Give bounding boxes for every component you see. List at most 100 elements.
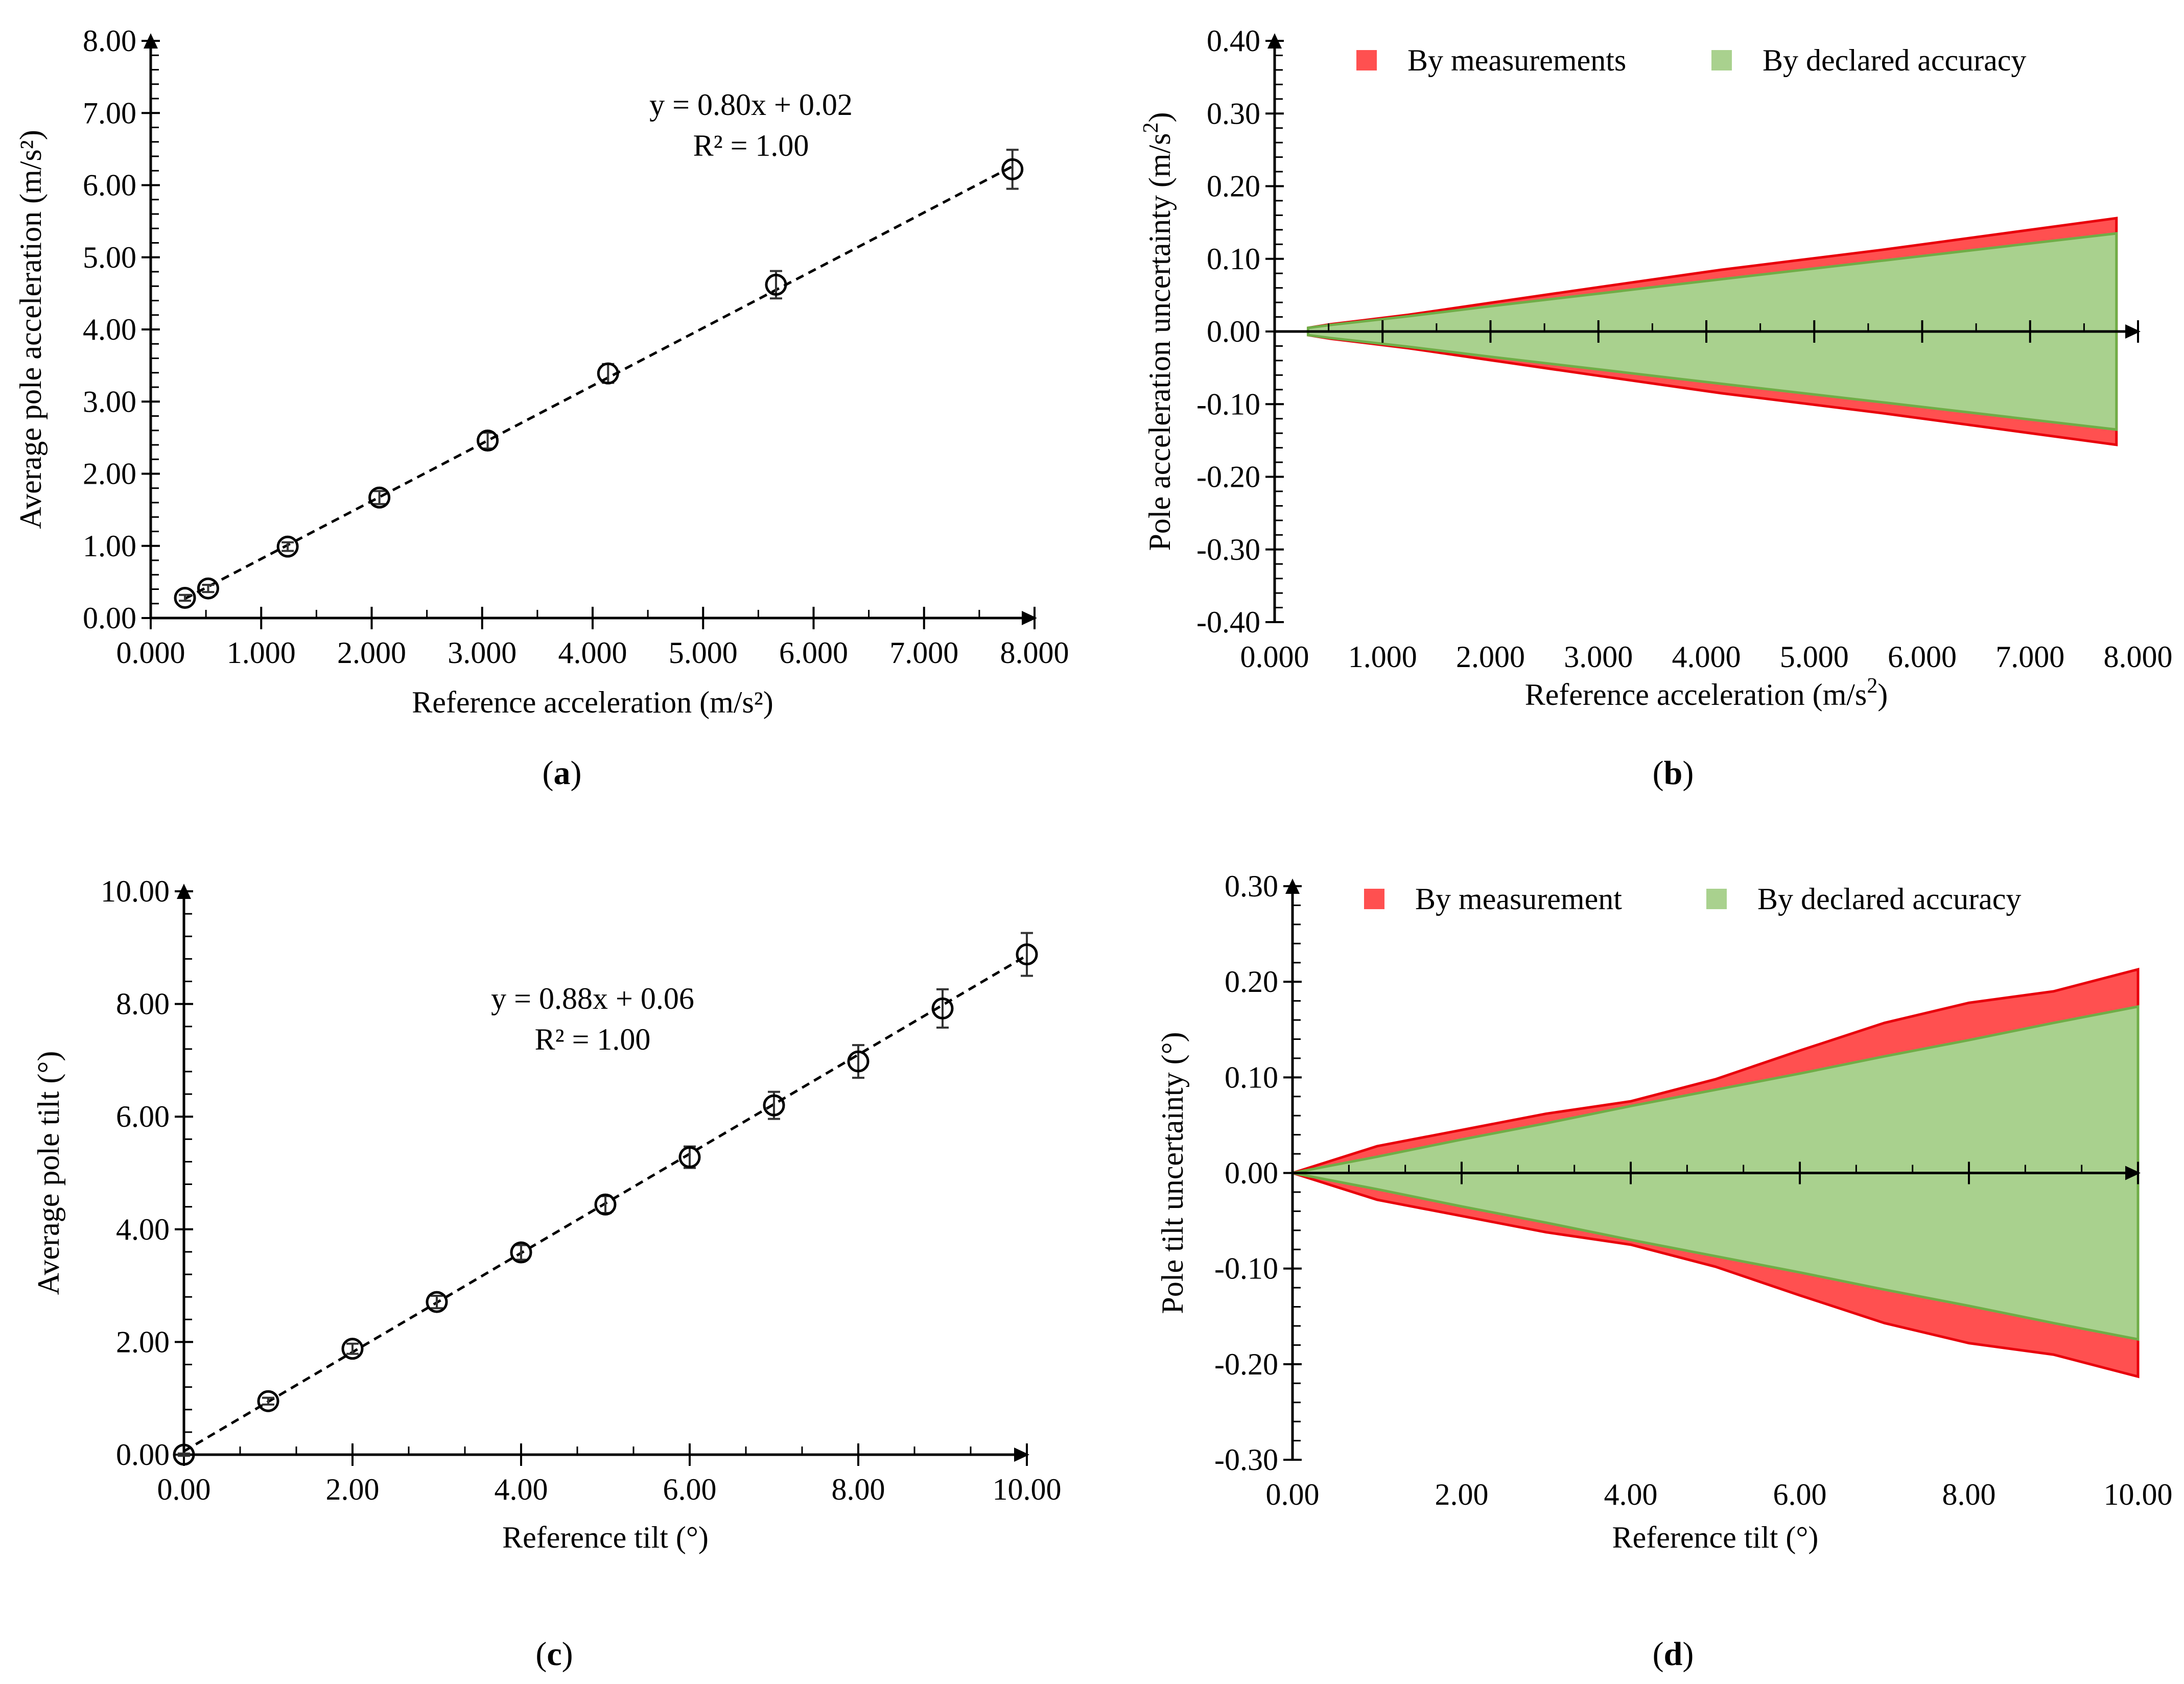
y-tick-label: 0.00 [83,601,136,635]
x-axis-arrow-icon [1014,1448,1029,1462]
y-tick-label: 7.00 [83,96,136,130]
y-axis-title: Average pole tilt (°) [32,1051,65,1295]
y-tick-label: 4.00 [83,313,136,346]
x-tick-label: 3.000 [448,636,516,670]
y-axis-title: Pole acceleration uncertainty (m/s2) [1139,112,1177,551]
x-tick-label: 8.00 [1942,1478,1996,1511]
x-tick-label: 2.000 [1456,640,1525,674]
x-tick-label: 10.00 [2104,1478,2173,1511]
data-point [173,1443,195,1466]
data-point [510,1241,532,1264]
x-tick-label: 4.00 [1604,1478,1658,1511]
panel-label: (d) [1653,1635,1694,1673]
y-tick-label: 0.10 [1207,242,1260,276]
data-point [477,430,499,452]
legend-label-declared: By declared accuracy [1763,43,2026,77]
panel-label: (b) [1653,754,1694,792]
y-tick-label: 0.00 [116,1438,170,1472]
x-tick-label: 0.000 [116,636,185,670]
x-tick-label: 6.00 [1773,1478,1827,1511]
data-point [765,273,787,296]
data-point [847,1050,870,1073]
x-tick-label: 0.00 [1266,1478,1320,1511]
y-axis-title: Pole tilt uncertainty (°) [1156,1032,1189,1314]
y-tick-label: 3.00 [83,385,136,418]
y-tick-label: 0.20 [1225,965,1278,999]
x-tick-label: 0.000 [1240,640,1309,674]
y-tick-label: 10.00 [101,874,170,908]
data-point [678,1146,701,1169]
x-tick-label: 6.000 [1888,640,1957,674]
x-tick-label: 4.00 [495,1473,548,1506]
data-point [426,1291,448,1313]
chart-panel-a: 0.00 1.00 2.00 3.00 4.00 5.00 6.00 7.00 8.00 0.00… [14,24,1069,792]
data-point [763,1094,785,1117]
data-point [594,1193,617,1216]
x-tick-label: 6.00 [663,1473,717,1506]
legend-swatch-declared [1711,50,1732,70]
y-tick-label: 0.20 [1207,170,1260,203]
panel-label: (c) [535,1635,573,1673]
legend-swatch-declared [1706,889,1727,909]
legend-label-declared: By declared accuracy [1757,882,2021,916]
x-axis-title: Reference acceleration (m/s²) [412,685,773,719]
panel-label: (a) [543,754,582,792]
y-tick-label: 2.00 [116,1325,170,1359]
legend-swatch-measurement [1364,889,1384,909]
y-tick-label: -0.40 [1196,605,1260,639]
y-tick-label: 6.00 [116,1100,170,1133]
y-tick-label: -0.30 [1214,1443,1278,1477]
data-point [1016,943,1038,966]
y-tick-label: 0.40 [1207,24,1260,58]
x-tick-label: 3.000 [1564,640,1633,674]
y-tick-label: 8.00 [116,987,170,1021]
x-tick-label: 5.000 [1780,640,1849,674]
y-tick-label: -0.10 [1214,1252,1278,1286]
x-axis-title: Reference tilt (°) [502,1521,709,1554]
chart-panel-c: 0.00 2.00 4.00 6.00 8.00 10.00 0.00 2.00 4.00 6.0… [32,874,1062,1673]
y-tick-label: -0.30 [1196,533,1260,566]
y-tick-label: -0.10 [1196,387,1260,421]
y-tick-label: 8.00 [83,24,136,58]
fit-r-squared: R² = 1.00 [693,129,809,162]
x-tick-label: 10.00 [993,1473,1062,1506]
fit-equation: y = 0.80x + 0.02 [649,88,853,122]
y-tick-label: 4.00 [116,1213,170,1246]
y-axis-title: Average pole acceleration (m/s²) [14,130,48,529]
y-tick-label: -0.20 [1196,460,1260,494]
y-tick-label: 0.00 [1225,1156,1278,1190]
data-point [257,1390,279,1412]
y-tick-label: 0.30 [1225,869,1278,903]
x-tick-label: 0.00 [157,1473,211,1506]
x-tick-label: 6.000 [779,636,848,670]
x-tick-label: 8.00 [832,1473,885,1506]
legend-label-measurement: By measurements [1407,43,1626,77]
x-tick-label: 7.000 [1995,640,2064,674]
data-point [341,1338,364,1360]
y-tick-label: 6.00 [83,169,136,202]
x-axis-arrow-icon [2125,1166,2141,1180]
y-tick-label: 0.30 [1207,97,1260,130]
x-tick-label: 4.000 [1672,640,1741,674]
fit-equation: y = 0.88x + 0.06 [491,982,694,1015]
data-point [597,362,619,385]
data-point [174,586,196,609]
data-point [197,577,219,600]
fit-r-squared: R² = 1.00 [535,1023,651,1056]
data-point [1001,158,1024,180]
x-axis-arrow-icon [2125,324,2141,339]
y-tick-label: 5.00 [83,241,136,274]
x-tick-label: 1.000 [1348,640,1417,674]
x-tick-label: 7.000 [889,636,958,670]
x-tick-label: 5.000 [669,636,738,670]
x-axis-arrow-icon [1022,611,1037,625]
x-tick-label: 2.00 [1435,1478,1489,1511]
y-tick-label: 0.10 [1225,1060,1278,1094]
chart-panel-b: -0.40 -0.30 -0.20 -0.10 0.00 0.10 0.20 0.30 0.40… [1139,24,2173,792]
x-axis-title: Reference acceleration (m/s2) [1525,674,1888,711]
x-tick-label: 4.000 [558,636,627,670]
trendline [184,165,1013,600]
x-tick-label: 2.000 [337,636,406,670]
data-point [931,997,954,1019]
